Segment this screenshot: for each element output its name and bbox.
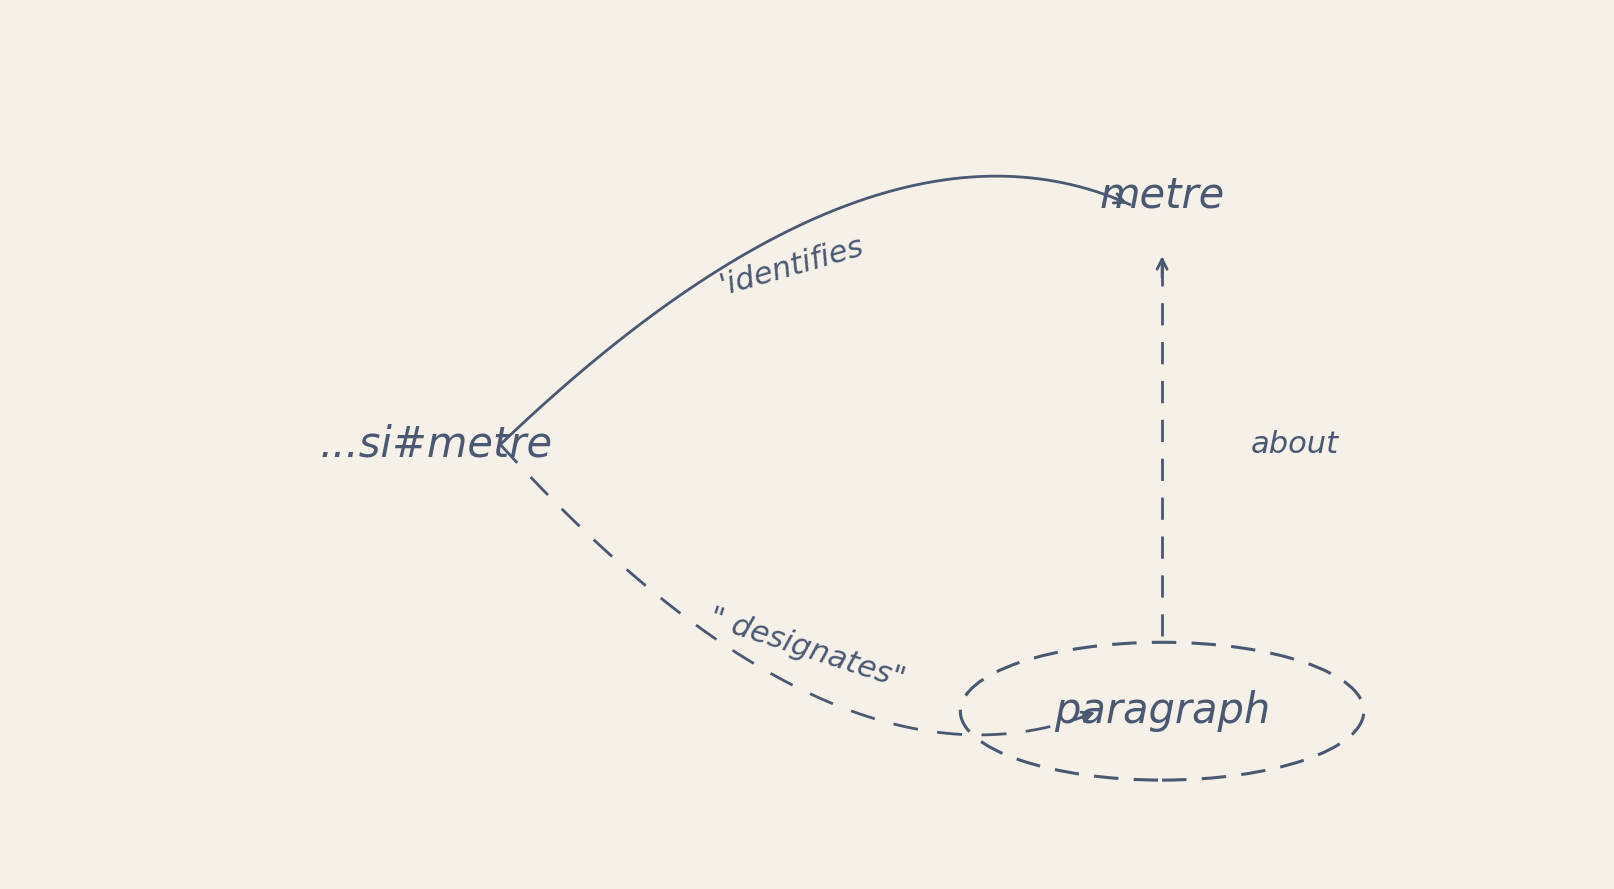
- Text: " designates": " designates": [705, 604, 909, 694]
- Text: 'identifies: 'identifies: [715, 232, 867, 301]
- Text: metre: metre: [1099, 174, 1225, 217]
- Text: ...si#metre: ...si#metre: [320, 423, 552, 466]
- Text: about: about: [1251, 430, 1340, 459]
- Text: paragraph: paragraph: [1054, 690, 1270, 733]
